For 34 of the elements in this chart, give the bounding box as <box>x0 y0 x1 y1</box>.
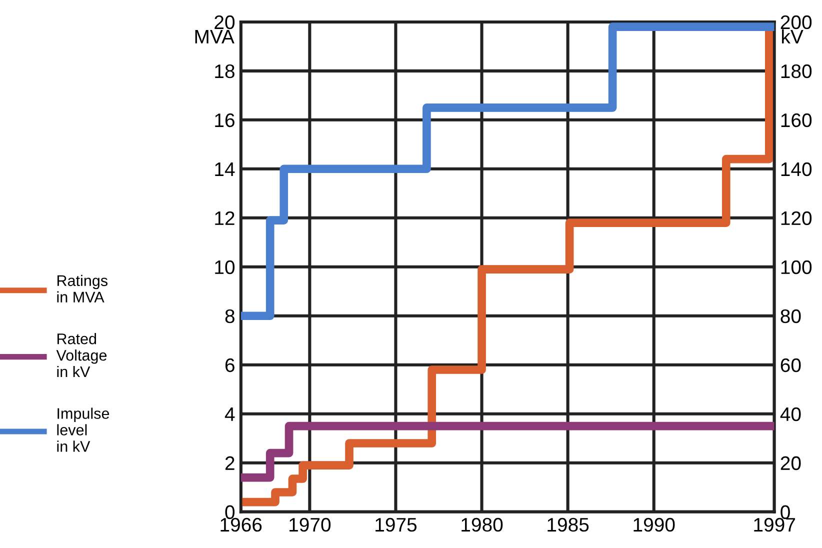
y-tick-label: 12 <box>215 211 234 225</box>
y2-tick-label: 120 <box>781 211 812 226</box>
y2-tick-label: 60 <box>780 358 801 372</box>
x-tick-label: 1997 <box>754 518 795 532</box>
y-tick-label: 0 <box>225 505 235 520</box>
y2-tick-label: 180 <box>781 64 812 78</box>
y-tick-label: 4 <box>224 408 235 421</box>
legend-label: Rated Voltage in kV <box>56 333 107 378</box>
y-tick-label: 16 <box>215 113 234 128</box>
y-tick-label: 20 <box>214 15 235 30</box>
x-tick-label: 1970 <box>290 518 331 532</box>
y-tick-label: 14 <box>215 162 235 176</box>
y-axis-title: MVA <box>195 30 234 44</box>
y2-tick-label: 140 <box>781 162 812 176</box>
y-tick-label: 18 <box>215 64 234 78</box>
y2-tick-label: 40 <box>780 407 801 422</box>
y-tick-label: 10 <box>215 260 235 274</box>
y-tick-label: 6 <box>225 358 234 372</box>
x-tick-label: 1990 <box>634 518 675 532</box>
x-tick-label: 1985 <box>548 518 589 532</box>
y-tick-label: 2 <box>225 456 234 470</box>
y2-tick-label: 200 <box>780 15 812 30</box>
legend-label: Ratings in MVA <box>57 274 108 302</box>
x-tick-label: 1980 <box>462 518 503 532</box>
x-tick-label: 1966 <box>220 518 262 532</box>
y2-tick-label: 20 <box>780 456 801 470</box>
y-tick-label: 8 <box>225 309 234 324</box>
x-tick-label: 1975 <box>376 518 417 532</box>
y2-tick-label: 160 <box>781 113 812 128</box>
y2-tick-label: 80 <box>780 309 801 324</box>
y2-axis-title: kV <box>782 29 804 44</box>
legend-label: Impulse level in kV <box>57 408 110 452</box>
y2-tick-label: 100 <box>781 260 812 274</box>
y2-tick-label: 0 <box>780 505 790 520</box>
